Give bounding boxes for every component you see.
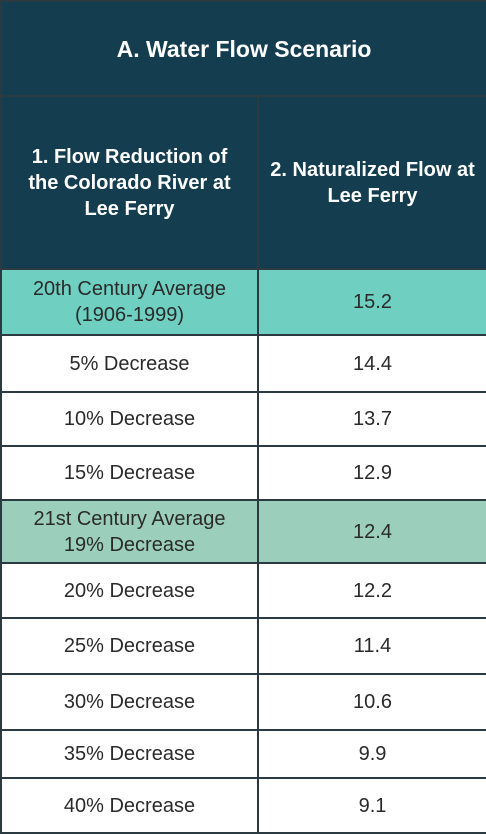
row-label: 20th Century Average (1906-1999): [0, 268, 259, 336]
row-label: 15% Decrease: [0, 445, 259, 501]
header-naturalized-flow: 2. Naturalized Flow at Lee Ferry: [256, 95, 486, 270]
row-label: 20% Decrease: [0, 562, 259, 619]
row-value: 14.4: [256, 334, 486, 393]
table-row: 21st Century Average 19% Decrease 12.4: [0, 499, 486, 564]
row-value: 9.1: [256, 777, 486, 834]
row-label: 21st Century Average 19% Decrease: [0, 499, 259, 564]
row-value: 11.4: [256, 617, 486, 675]
row-value: 15.2: [256, 268, 486, 336]
row-value: 9.9: [256, 729, 486, 779]
row-label: 40% Decrease: [0, 777, 259, 834]
table-row: 15% Decrease 12.9: [0, 445, 486, 501]
row-label: 25% Decrease: [0, 617, 259, 675]
table-row: 40% Decrease 9.1: [0, 777, 486, 834]
title-row: A. Water Flow Scenario: [0, 0, 486, 97]
header-flow-reduction: 1. Flow Reduction of the Colorado River …: [0, 95, 259, 270]
table-row: 35% Decrease 9.9: [0, 729, 486, 779]
row-value: 13.7: [256, 391, 486, 447]
table-title: A. Water Flow Scenario: [0, 0, 486, 97]
row-value: 12.4: [256, 499, 486, 564]
row-label: 35% Decrease: [0, 729, 259, 779]
row-label: 10% Decrease: [0, 391, 259, 447]
table-row: 30% Decrease 10.6: [0, 673, 486, 731]
row-value: 12.9: [256, 445, 486, 501]
header-row: 1. Flow Reduction of the Colorado River …: [0, 95, 486, 270]
row-value: 12.2: [256, 562, 486, 619]
table-row: 10% Decrease 13.7: [0, 391, 486, 447]
table-row: 20% Decrease 12.2: [0, 562, 486, 619]
row-label: 5% Decrease: [0, 334, 259, 393]
table-row: 20th Century Average (1906-1999) 15.2: [0, 268, 486, 336]
table-row: 5% Decrease 14.4: [0, 334, 486, 393]
row-value: 10.6: [256, 673, 486, 731]
table-row: 25% Decrease 11.4: [0, 617, 486, 675]
row-label: 30% Decrease: [0, 673, 259, 731]
